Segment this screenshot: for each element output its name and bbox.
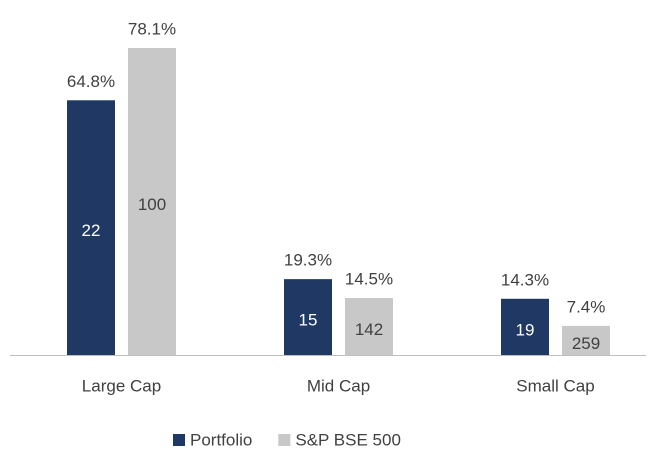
count-label: 22 [82, 221, 101, 240]
value-label: 78.1% [128, 19, 176, 38]
value-label: 64.8% [67, 72, 115, 91]
x-tick-label: Mid Cap [307, 376, 370, 395]
bar [562, 325, 610, 355]
count-label: 142 [355, 320, 383, 339]
value-label: 14.3% [501, 270, 549, 289]
bar [501, 298, 549, 355]
bar [67, 100, 115, 355]
legend-swatch [278, 434, 291, 446]
value-label: 7.4% [567, 297, 606, 316]
count-label: 100 [138, 195, 166, 214]
bar [128, 48, 176, 355]
count-label: 15 [299, 311, 318, 330]
value-label: 19.3% [284, 251, 332, 270]
count-label: 259 [572, 334, 600, 353]
bar [345, 298, 393, 355]
legend-swatch [173, 434, 185, 446]
bar [284, 279, 332, 355]
value-label: 14.5% [345, 269, 393, 288]
legend-label: Portfolio [190, 430, 252, 449]
x-tick-label: Small Cap [516, 376, 594, 395]
count-label: 19 [516, 320, 535, 339]
legend-label: S&P BSE 500 [295, 430, 401, 449]
x-tick-label: Large Cap [82, 376, 161, 395]
